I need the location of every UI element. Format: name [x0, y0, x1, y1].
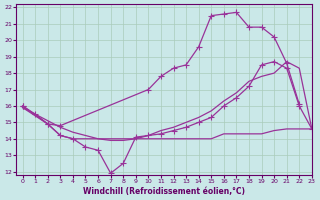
X-axis label: Windchill (Refroidissement éolien,°C): Windchill (Refroidissement éolien,°C): [83, 187, 245, 196]
